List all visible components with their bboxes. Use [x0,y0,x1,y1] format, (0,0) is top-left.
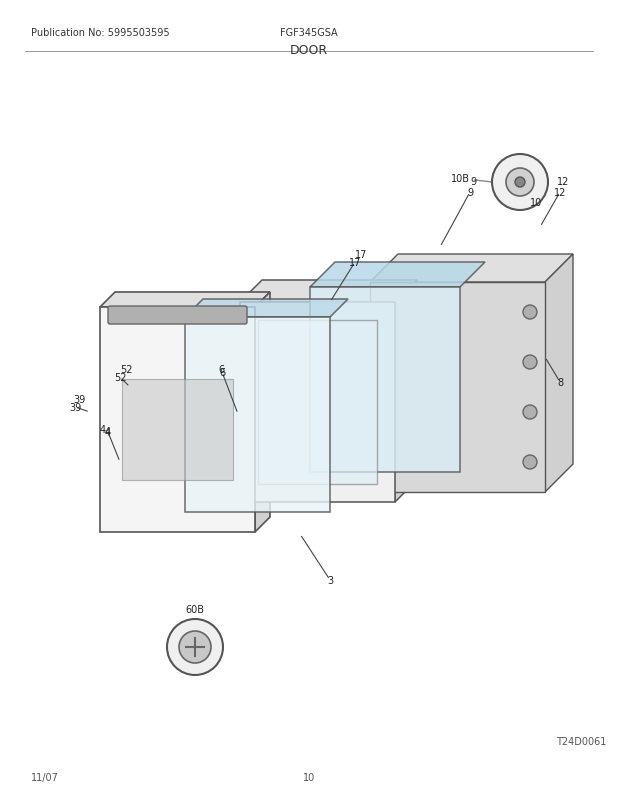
Text: 60B: 60B [185,604,205,614]
Text: 4: 4 [105,427,111,436]
Polygon shape [370,255,573,282]
Text: 10: 10 [530,198,542,208]
Text: 11/07: 11/07 [31,772,59,782]
Text: T24D0061: T24D0061 [556,736,606,746]
Text: Publication No: 5995503595: Publication No: 5995503595 [31,28,169,38]
Text: 12: 12 [554,188,566,198]
Text: 12: 12 [557,176,569,187]
Polygon shape [240,302,395,502]
Circle shape [492,155,548,211]
Text: 9: 9 [467,188,473,198]
Text: 10: 10 [303,772,315,782]
Text: 17: 17 [349,257,361,268]
Circle shape [167,619,223,675]
Polygon shape [185,318,330,512]
Polygon shape [240,281,417,302]
Polygon shape [100,293,270,308]
Polygon shape [310,263,485,288]
Polygon shape [545,255,573,492]
Text: 3: 3 [327,575,333,585]
Circle shape [523,406,537,419]
Circle shape [506,168,534,196]
Circle shape [523,306,537,320]
Polygon shape [395,281,417,502]
Text: 39: 39 [73,395,86,404]
Text: ReplacementParts.com: ReplacementParts.com [220,394,397,408]
Text: 4: 4 [100,424,106,435]
Polygon shape [255,293,270,533]
Circle shape [523,456,537,469]
Text: 17: 17 [355,249,368,260]
Text: 8: 8 [557,378,563,387]
Polygon shape [258,321,377,484]
Text: 39: 39 [69,403,81,412]
Text: 6: 6 [219,367,225,378]
Polygon shape [122,379,233,480]
Polygon shape [370,282,545,492]
Polygon shape [310,288,460,472]
Text: 4: 4 [105,427,111,437]
FancyBboxPatch shape [108,306,247,325]
Text: 6: 6 [218,365,224,375]
Text: 52: 52 [113,373,126,383]
Text: DOOR: DOOR [290,44,328,57]
Circle shape [515,178,525,188]
Text: 10B: 10B [451,174,470,184]
Polygon shape [185,300,348,318]
Circle shape [179,631,211,663]
Polygon shape [100,308,255,533]
Text: 52: 52 [120,365,133,375]
Circle shape [523,355,537,370]
Text: 9: 9 [470,176,476,187]
Text: FGF345GSA: FGF345GSA [280,28,338,38]
